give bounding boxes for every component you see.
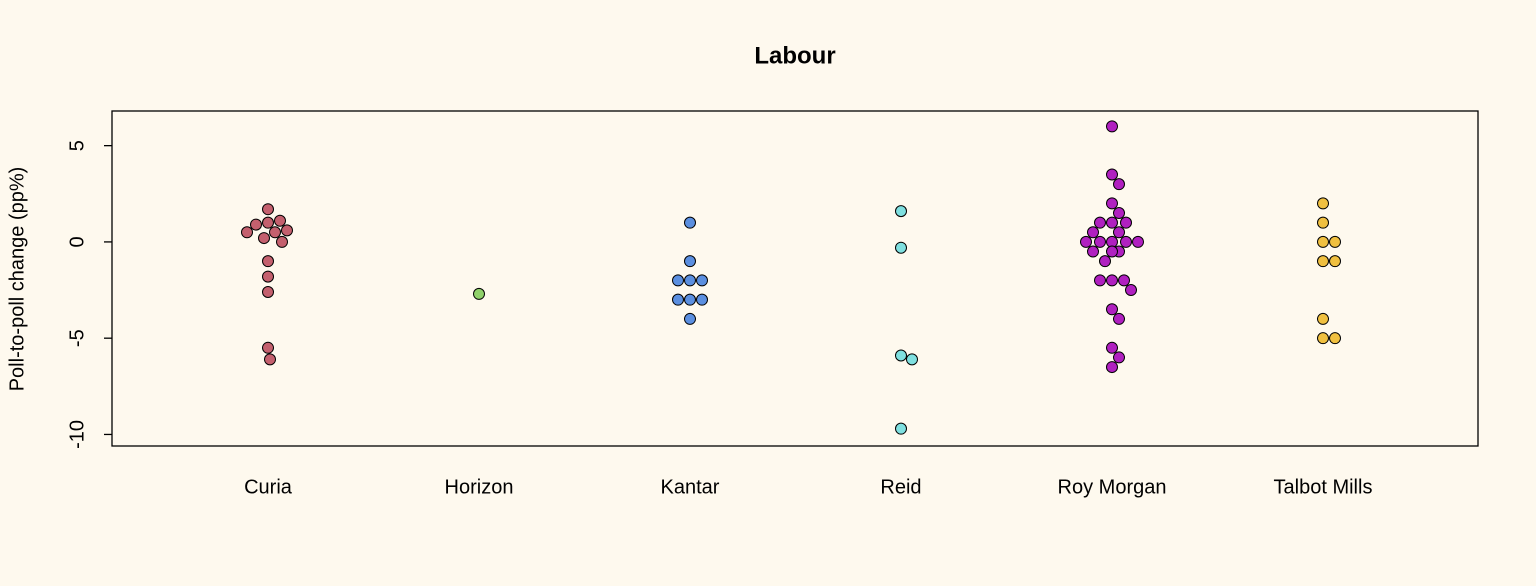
- point: [262, 341, 274, 354]
- point: [1106, 303, 1118, 316]
- point: [1317, 332, 1329, 345]
- plot-frame: [111, 110, 1479, 447]
- point: [1113, 226, 1125, 239]
- point: [473, 287, 485, 300]
- point: [1125, 284, 1137, 297]
- point: [684, 255, 696, 268]
- x-tick-label: Talbot Mills: [1274, 476, 1373, 498]
- point: [264, 353, 276, 366]
- point: [1087, 245, 1099, 258]
- point: [1329, 235, 1341, 248]
- point: [1106, 120, 1118, 133]
- point: [262, 216, 274, 229]
- point: [1120, 235, 1132, 248]
- point: [696, 293, 708, 306]
- point: [269, 226, 281, 239]
- point: [250, 218, 262, 231]
- point: [1106, 341, 1118, 354]
- point: [1113, 178, 1125, 191]
- point: [1118, 274, 1130, 287]
- point: [1106, 197, 1118, 210]
- point: [262, 270, 274, 283]
- point: [684, 312, 696, 325]
- point: [672, 274, 684, 287]
- chart-title: Labour: [754, 42, 835, 69]
- point: [906, 353, 918, 366]
- point: [1106, 216, 1118, 229]
- point: [1317, 216, 1329, 229]
- point: [895, 422, 907, 435]
- point: [895, 241, 907, 254]
- point: [696, 274, 708, 287]
- point: [1132, 235, 1144, 248]
- point: [684, 216, 696, 229]
- point: [1094, 235, 1106, 248]
- point: [274, 214, 286, 227]
- point: [895, 205, 907, 218]
- point: [1113, 207, 1125, 220]
- point: [1094, 216, 1106, 229]
- x-tick-label: Curia: [244, 476, 293, 498]
- x-tick-label: Roy Morgan: [1058, 476, 1167, 498]
- point: [672, 293, 684, 306]
- point: [1120, 216, 1132, 229]
- point: [1113, 351, 1125, 364]
- point: [684, 293, 696, 306]
- point: [258, 232, 270, 245]
- y-axis-label: Poll-to-poll change (pp%): [6, 167, 28, 392]
- y-tick-label: 5: [66, 140, 88, 151]
- point: [1317, 312, 1329, 325]
- point: [1106, 361, 1118, 374]
- point: [1317, 235, 1329, 248]
- x-tick-label: Horizon: [445, 476, 514, 498]
- x-tick-label: Reid: [880, 476, 921, 498]
- point: [1329, 332, 1341, 345]
- point: [1329, 255, 1341, 268]
- point: [281, 224, 293, 237]
- point: [262, 285, 274, 298]
- point: [276, 235, 288, 248]
- point: [241, 226, 253, 239]
- point: [1113, 312, 1125, 325]
- point: [895, 349, 907, 362]
- point: [684, 274, 696, 287]
- point: [1106, 168, 1118, 181]
- point: [1087, 226, 1099, 239]
- point: [1094, 274, 1106, 287]
- point: [1317, 255, 1329, 268]
- point: [1080, 235, 1092, 248]
- point: [1099, 255, 1111, 268]
- point: [262, 255, 274, 268]
- point: [262, 203, 274, 216]
- y-tick-label: 0: [66, 236, 88, 247]
- y-tick-label: -5: [66, 329, 88, 347]
- point: [1106, 274, 1118, 287]
- point: [1317, 197, 1329, 210]
- y-tick-label: -10: [66, 420, 88, 449]
- point: [1106, 245, 1118, 258]
- x-tick-label: Kantar: [661, 476, 720, 498]
